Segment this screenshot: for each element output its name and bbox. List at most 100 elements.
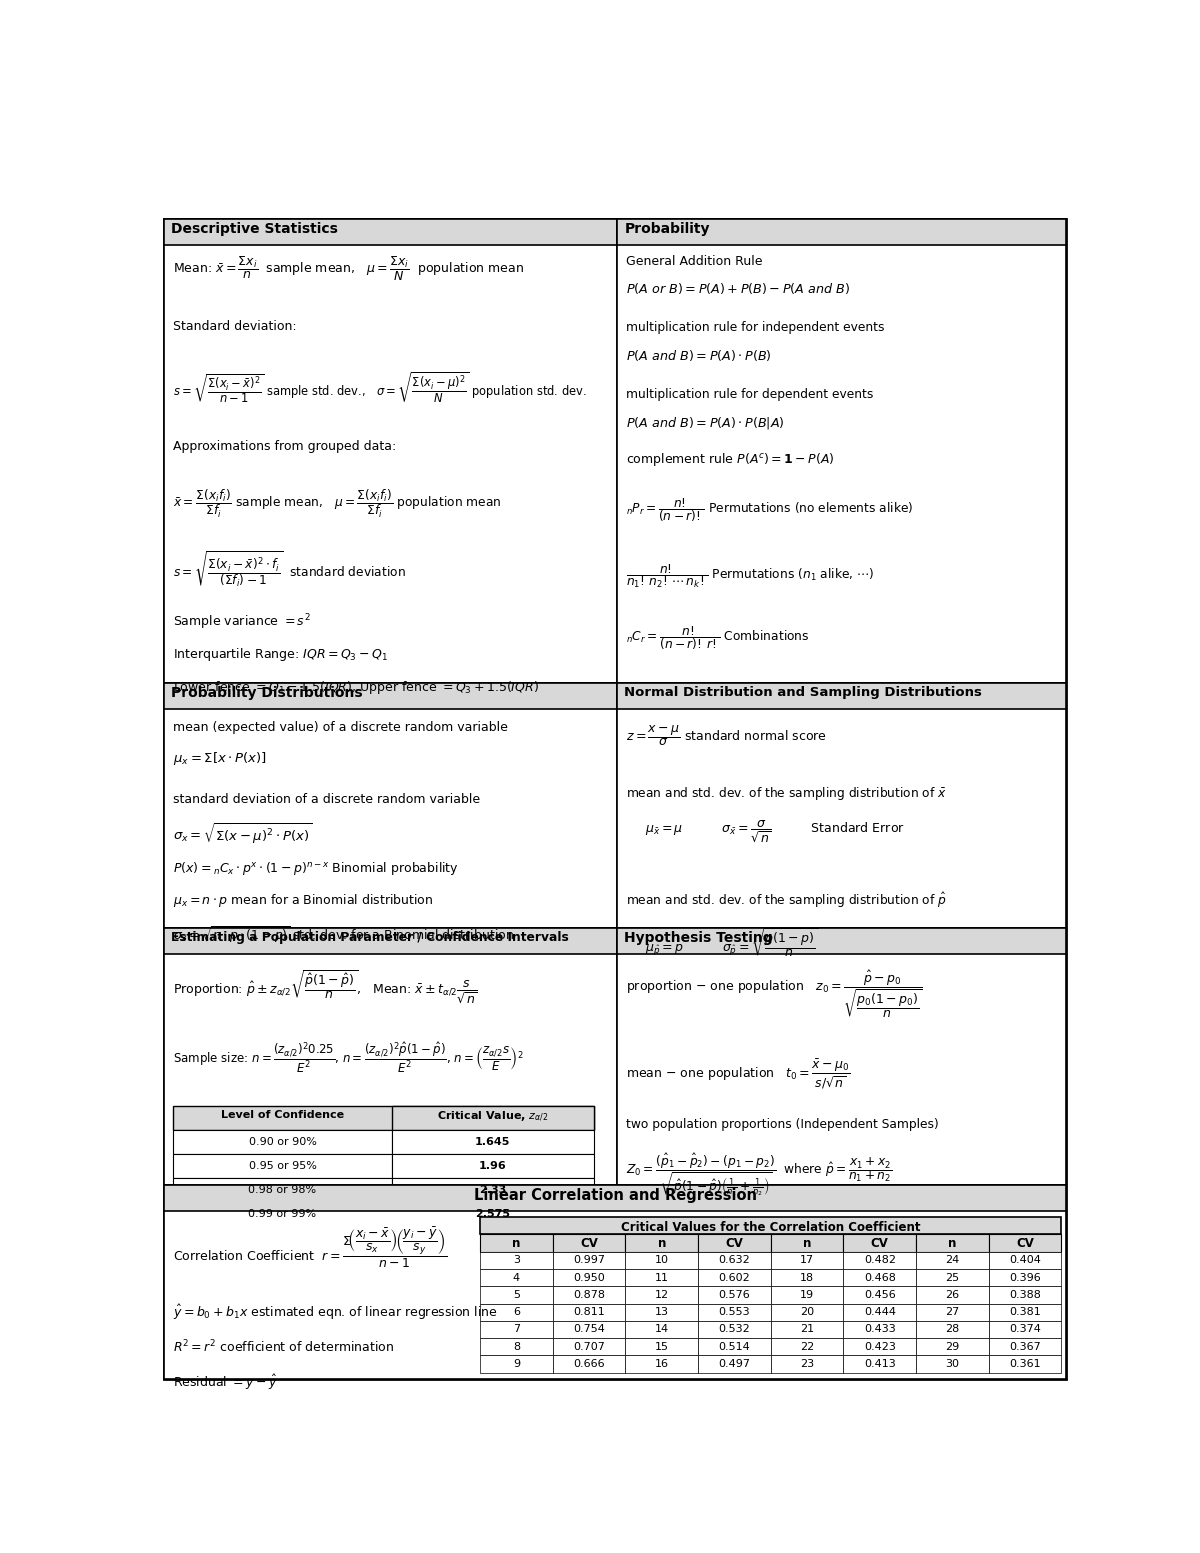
Text: $P(A\ and\ B) = P(A) \cdot P(B|A)$: $P(A\ and\ B) = P(A) \cdot P(B|A)$ <box>626 415 785 430</box>
Text: Linear Correlation and Regression: Linear Correlation and Regression <box>474 1188 756 1204</box>
FancyBboxPatch shape <box>617 683 1066 927</box>
Text: n: n <box>512 1238 521 1250</box>
FancyBboxPatch shape <box>625 1356 698 1373</box>
Text: 17: 17 <box>800 1255 814 1266</box>
Text: 30: 30 <box>946 1359 960 1368</box>
Text: CV: CV <box>1016 1238 1034 1250</box>
FancyBboxPatch shape <box>392 1131 594 1154</box>
Text: multiplication rule for independent events: multiplication rule for independent even… <box>626 321 884 334</box>
Text: $s = \sqrt{\dfrac{\Sigma(x_i - \bar{x})^2}{n-1}}$ sample std. dev.,   $\sigma = : $s = \sqrt{\dfrac{\Sigma(x_i - \bar{x})^… <box>173 371 587 405</box>
FancyBboxPatch shape <box>698 1235 770 1252</box>
Text: n: n <box>658 1238 666 1250</box>
Text: 0.95 or 95%: 0.95 or 95% <box>248 1160 317 1171</box>
Text: $_nP_r = \dfrac{n!}{(n-r)!}$ Permutations (no elements alike): $_nP_r = \dfrac{n!}{(n-r)!}$ Permutation… <box>626 495 913 523</box>
Text: 0.433: 0.433 <box>864 1325 895 1334</box>
Text: CV: CV <box>726 1238 743 1250</box>
Text: 0.666: 0.666 <box>574 1359 605 1368</box>
Text: $\mu_x = \Sigma[x \cdot P(x)]$: $\mu_x = \Sigma[x \cdot P(x)]$ <box>173 750 268 767</box>
Text: 0.396: 0.396 <box>1009 1272 1040 1283</box>
FancyBboxPatch shape <box>617 683 1066 708</box>
Text: $P(x) = {_n}C_x \cdot p^x \cdot (1-p)^{n-x}$ Binomial probability: $P(x) = {_n}C_x \cdot p^x \cdot (1-p)^{n… <box>173 860 460 876</box>
Text: two population proportions (Independent Samples): two population proportions (Independent … <box>626 1118 938 1131</box>
Text: 0.367: 0.367 <box>1009 1342 1040 1351</box>
Text: 0.576: 0.576 <box>719 1291 750 1300</box>
Text: $\dfrac{n!}{n_1!\, n_2!\, \cdots\, n_k!}$ Permutations ($n_1$ alike, $\cdots$): $\dfrac{n!}{n_1!\, n_2!\, \cdots\, n_k!}… <box>626 562 875 590</box>
FancyBboxPatch shape <box>480 1339 553 1356</box>
FancyBboxPatch shape <box>173 1106 594 1131</box>
Text: multiplication rule for dependent events: multiplication rule for dependent events <box>626 388 874 402</box>
FancyBboxPatch shape <box>844 1269 916 1286</box>
Text: Probability Distributions: Probability Distributions <box>172 686 364 700</box>
FancyBboxPatch shape <box>770 1252 844 1269</box>
Text: 2.33: 2.33 <box>479 1185 506 1194</box>
Text: mean and std. dev. of the sampling distribution of $\bar{x}$: mean and std. dev. of the sampling distr… <box>626 786 947 803</box>
FancyBboxPatch shape <box>480 1235 553 1252</box>
FancyBboxPatch shape <box>916 1286 989 1303</box>
FancyBboxPatch shape <box>989 1303 1062 1320</box>
FancyBboxPatch shape <box>770 1320 844 1339</box>
Text: 11: 11 <box>655 1272 668 1283</box>
Text: Approximations from grouped data:: Approximations from grouped data: <box>173 439 396 453</box>
Text: $\mu_{\hat{p}} = p$          $\sigma_{\hat{p}} = \sqrt{\dfrac{p(1-p)}{n}}$: $\mu_{\hat{p}} = p$ $\sigma_{\hat{p}} = … <box>644 927 818 960</box>
Text: 28: 28 <box>946 1325 960 1334</box>
FancyBboxPatch shape <box>916 1269 989 1286</box>
FancyBboxPatch shape <box>844 1356 916 1373</box>
Text: 22: 22 <box>800 1342 815 1351</box>
Text: Proportion: $\hat{p} \pm z_{\alpha/2}\sqrt{\dfrac{\hat{p}(1-\hat{p})}{n}}$,   Me: Proportion: $\hat{p} \pm z_{\alpha/2}\sq… <box>173 969 478 1005</box>
FancyBboxPatch shape <box>844 1320 916 1339</box>
FancyBboxPatch shape <box>553 1269 625 1286</box>
FancyBboxPatch shape <box>164 1185 1066 1379</box>
Text: Probability: Probability <box>624 222 710 236</box>
Text: 0.878: 0.878 <box>574 1291 605 1300</box>
Text: 0.361: 0.361 <box>1009 1359 1040 1368</box>
FancyBboxPatch shape <box>844 1303 916 1320</box>
Text: 16: 16 <box>655 1359 668 1368</box>
Text: 1.645: 1.645 <box>475 1137 510 1146</box>
Text: Interquartile Range: $IQR = Q_3 - Q_1$: Interquartile Range: $IQR = Q_3 - Q_1$ <box>173 646 388 663</box>
FancyBboxPatch shape <box>553 1356 625 1373</box>
Text: $Z_0 = \dfrac{(\hat{p}_1-\hat{p}_2)-(p_1-p_2)}{\sqrt{\hat{p}(1-\hat{p})\left(\fr: $Z_0 = \dfrac{(\hat{p}_1-\hat{p}_2)-(p_1… <box>626 1151 893 1197</box>
FancyBboxPatch shape <box>916 1320 989 1339</box>
FancyBboxPatch shape <box>553 1320 625 1339</box>
FancyBboxPatch shape <box>480 1303 553 1320</box>
FancyBboxPatch shape <box>173 1131 392 1154</box>
Text: 27: 27 <box>946 1308 960 1317</box>
FancyBboxPatch shape <box>625 1269 698 1286</box>
FancyBboxPatch shape <box>625 1320 698 1339</box>
Text: 0.388: 0.388 <box>1009 1291 1042 1300</box>
FancyBboxPatch shape <box>989 1269 1062 1286</box>
FancyBboxPatch shape <box>989 1252 1062 1269</box>
Text: $\mu_x = n \cdot p$ mean for a Binomial distribution: $\mu_x = n \cdot p$ mean for a Binomial … <box>173 891 433 909</box>
Text: 0.99 or 99%: 0.99 or 99% <box>248 1208 317 1219</box>
FancyBboxPatch shape <box>392 1154 594 1177</box>
Text: 26: 26 <box>946 1291 960 1300</box>
FancyBboxPatch shape <box>625 1339 698 1356</box>
Text: $R^2 = r^2$ coefficient of determination: $R^2 = r^2$ coefficient of determination <box>173 1339 395 1356</box>
FancyBboxPatch shape <box>770 1286 844 1303</box>
Text: 23: 23 <box>800 1359 814 1368</box>
FancyBboxPatch shape <box>164 1185 1066 1211</box>
FancyBboxPatch shape <box>989 1339 1062 1356</box>
FancyBboxPatch shape <box>164 927 617 1185</box>
FancyBboxPatch shape <box>989 1320 1062 1339</box>
Text: 14: 14 <box>655 1325 668 1334</box>
Text: 0.811: 0.811 <box>574 1308 605 1317</box>
Text: $\sigma_x = \sqrt{\Sigma(x - \mu)^2 \cdot P(x)}$: $\sigma_x = \sqrt{\Sigma(x - \mu)^2 \cdo… <box>173 822 312 845</box>
Text: 0.444: 0.444 <box>864 1308 895 1317</box>
Text: 4: 4 <box>512 1272 520 1283</box>
Text: standard deviation of a discrete random variable: standard deviation of a discrete random … <box>173 792 480 806</box>
FancyBboxPatch shape <box>698 1269 770 1286</box>
Text: Lower fence $= Q_1 - 1.5(IQR)$, Upper fence $= Q_3 + 1.5(IQR)$: Lower fence $= Q_1 - 1.5(IQR)$, Upper fe… <box>173 679 539 696</box>
FancyBboxPatch shape <box>392 1106 594 1131</box>
FancyBboxPatch shape <box>480 1320 553 1339</box>
Text: $_nC_r = \dfrac{n!}{(n-r)!\, r!}$ Combinations: $_nC_r = \dfrac{n!}{(n-r)!\, r!}$ Combin… <box>626 624 810 652</box>
Text: 0.532: 0.532 <box>719 1325 750 1334</box>
Text: 2.575: 2.575 <box>475 1208 510 1219</box>
Text: $\hat{y} = b_0 + b_1 x$ estimated eqn. of linear regression line: $\hat{y} = b_0 + b_1 x$ estimated eqn. o… <box>173 1303 498 1322</box>
Text: CV: CV <box>580 1238 598 1250</box>
Text: 7: 7 <box>512 1325 520 1334</box>
FancyBboxPatch shape <box>698 1339 770 1356</box>
Text: 3: 3 <box>512 1255 520 1266</box>
FancyBboxPatch shape <box>480 1218 1062 1235</box>
Text: mean $-$ one population   $t_0 = \dfrac{\bar{x} - \mu_0}{s/\sqrt{n}}$: mean $-$ one population $t_0 = \dfrac{\b… <box>626 1058 851 1092</box>
